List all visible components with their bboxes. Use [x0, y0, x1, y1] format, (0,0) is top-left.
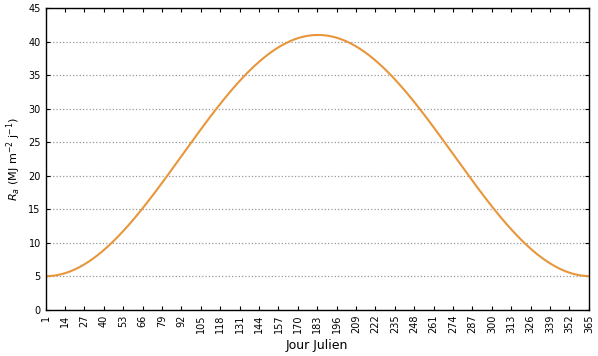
- X-axis label: Jour Julien: Jour Julien: [286, 339, 349, 352]
- Y-axis label: $R_a$ (MJ m$^{-2}$ j$^{-1}$): $R_a$ (MJ m$^{-2}$ j$^{-1}$): [4, 117, 23, 201]
